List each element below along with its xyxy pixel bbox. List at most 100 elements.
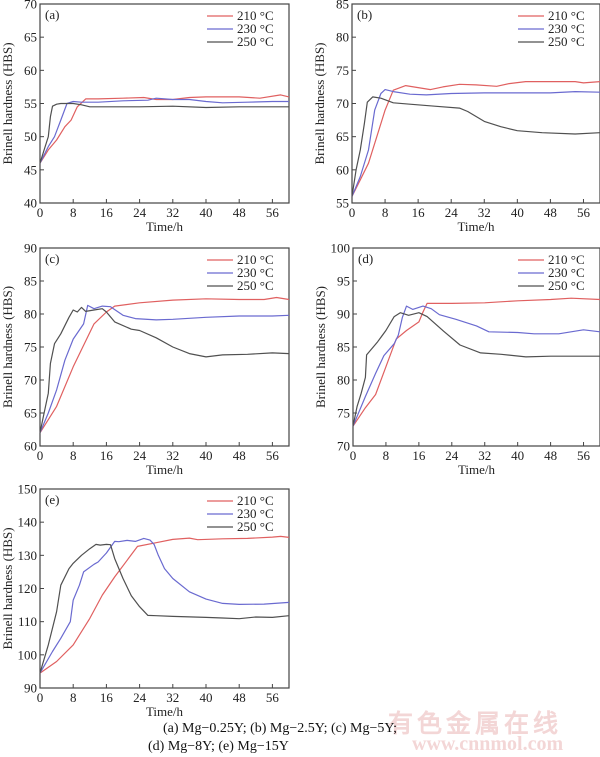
x-axis-title: Time/h [458,462,496,477]
y-tick-label: 85 [337,340,350,355]
panel-label: (d) [358,251,373,266]
subplot-e: 0 8 16 24 32 40 48 56 90 100 110 120 130 140 150 Time/h… [0,482,290,719]
y-tick-label: 70 [24,0,37,12]
y-tick-label: 90 [337,307,350,322]
y-tick-label: 85 [336,0,349,12]
x-tick-label: 24 [133,690,147,705]
y-tick-label: 55 [24,96,37,111]
subplot-d: 0 8 16 24 32 40 48 56 70 75 80 85 90 95 100 Time/h Brine… [313,241,600,477]
series-line-210 [352,297,600,427]
y-tick-label: 140 [18,515,38,530]
panel-label: (a) [45,7,59,22]
x-axis-title: Time/h [457,219,495,234]
x-tick-label: 40 [200,690,213,705]
x-tick-label: 48 [544,205,557,220]
x-tick-label: 56 [266,690,280,705]
x-tick-label: 8 [70,448,77,463]
x-tick-label: 32 [166,448,179,463]
y-axis-title: Brinell hardness (HBS) [0,42,15,164]
y-tick-label: 100 [18,647,38,662]
series-line-230 [39,97,289,164]
panel-label: (b) [357,7,372,22]
series-line-230 [39,537,290,674]
series-line-250 [39,543,290,674]
y-tick-label: 40 [24,196,37,211]
y-tick-label: 80 [336,30,349,45]
y-tick-label: 75 [336,63,349,78]
y-tick-label: 60 [24,439,37,454]
y-axis-title: Brinell hardness (HBS) [0,286,15,408]
y-tick-label: 70 [337,439,350,454]
x-tick-label: 0 [37,448,44,463]
x-tick-label: 48 [544,448,557,463]
x-tick-label: 32 [478,448,491,463]
y-tick-label: 110 [18,614,37,629]
y-tick-label: 130 [18,548,38,563]
x-tick-label: 24 [445,448,459,463]
x-tick-label: 8 [70,205,77,220]
watermark-url: www.cnnmol.com [412,733,564,755]
series-line-250 [39,306,290,433]
legend-label: 250 °C [548,34,585,49]
x-tick-label: 56 [266,205,280,220]
y-tick-label: 45 [24,162,37,177]
x-tick-label: 48 [233,205,246,220]
subplot-b: 0 8 16 24 32 40 48 56 55 60 65 70 75 80 85 Time/h Brinel… [312,0,600,234]
y-tick-label: 120 [18,581,38,596]
x-tick-label: 40 [200,205,213,220]
y-tick-label: 70 [24,373,37,388]
series-line-250 [352,312,600,427]
x-tick-label: 56 [266,448,280,463]
legend-label: 230 °C [237,21,274,36]
y-tick-label: 65 [24,30,37,45]
y-tick-label: 100 [331,241,351,256]
x-tick-label: 56 [577,205,591,220]
legend-label: 210 °C [548,252,585,267]
legend-label: 230 °C [237,506,274,521]
series-line-250 [351,96,600,197]
series-line-250 [39,102,289,164]
y-tick-label: 75 [337,406,350,421]
x-tick-label: 0 [37,205,44,220]
x-tick-label: 48 [233,448,246,463]
x-tick-label: 48 [233,690,246,705]
x-tick-label: 8 [382,205,389,220]
y-axis-title: Brinell hardness (HBS) [313,286,328,408]
legend-label: 210 °C [237,8,274,23]
series-line-230 [351,88,600,197]
y-tick-label: 55 [336,196,349,211]
x-tick-label: 16 [100,690,114,705]
x-tick-label: 16 [412,205,426,220]
x-tick-label: 16 [100,205,114,220]
legend-label: 250 °C [237,519,274,534]
series-line-230 [352,305,600,427]
legend-label: 210 °C [548,8,585,23]
x-axis-title: Time/h [146,462,184,477]
legend-label: 210 °C [237,493,274,508]
y-tick-label: 90 [24,681,37,696]
y-tick-label: 95 [337,274,350,289]
series-line-210 [39,296,290,434]
caption-line-1: (a) Mg−0.25Y; (b) Mg−2.5Y; (c) Mg−5Y; [163,721,398,736]
legend-label: 250 °C [237,278,274,293]
y-tick-label: 65 [336,129,349,144]
x-tick-label: 24 [445,205,459,220]
y-tick-label: 60 [24,63,37,78]
y-tick-label: 70 [336,96,349,111]
y-tick-label: 85 [24,274,37,289]
legend-label: 230 °C [548,21,585,36]
legend-label: 250 °C [237,34,274,49]
y-tick-label: 75 [24,340,37,355]
x-tick-label: 40 [511,448,524,463]
x-tick-label: 24 [133,448,147,463]
y-tick-label: 80 [24,307,37,322]
panel-label: (e) [45,492,59,507]
caption-line-2: (d) Mg−8Y; (e) Mg−15Y [148,739,289,754]
subplot-a: 0 8 16 24 32 40 48 56 40 45 50 55 60 65 70 Time/h Brinel… [0,0,290,234]
x-tick-label: 8 [70,690,77,705]
y-tick-label: 80 [337,373,350,388]
x-axis-title: Time/h [146,219,184,234]
x-tick-label: 0 [350,448,357,463]
x-tick-label: 40 [200,448,213,463]
x-tick-label: 32 [478,205,491,220]
